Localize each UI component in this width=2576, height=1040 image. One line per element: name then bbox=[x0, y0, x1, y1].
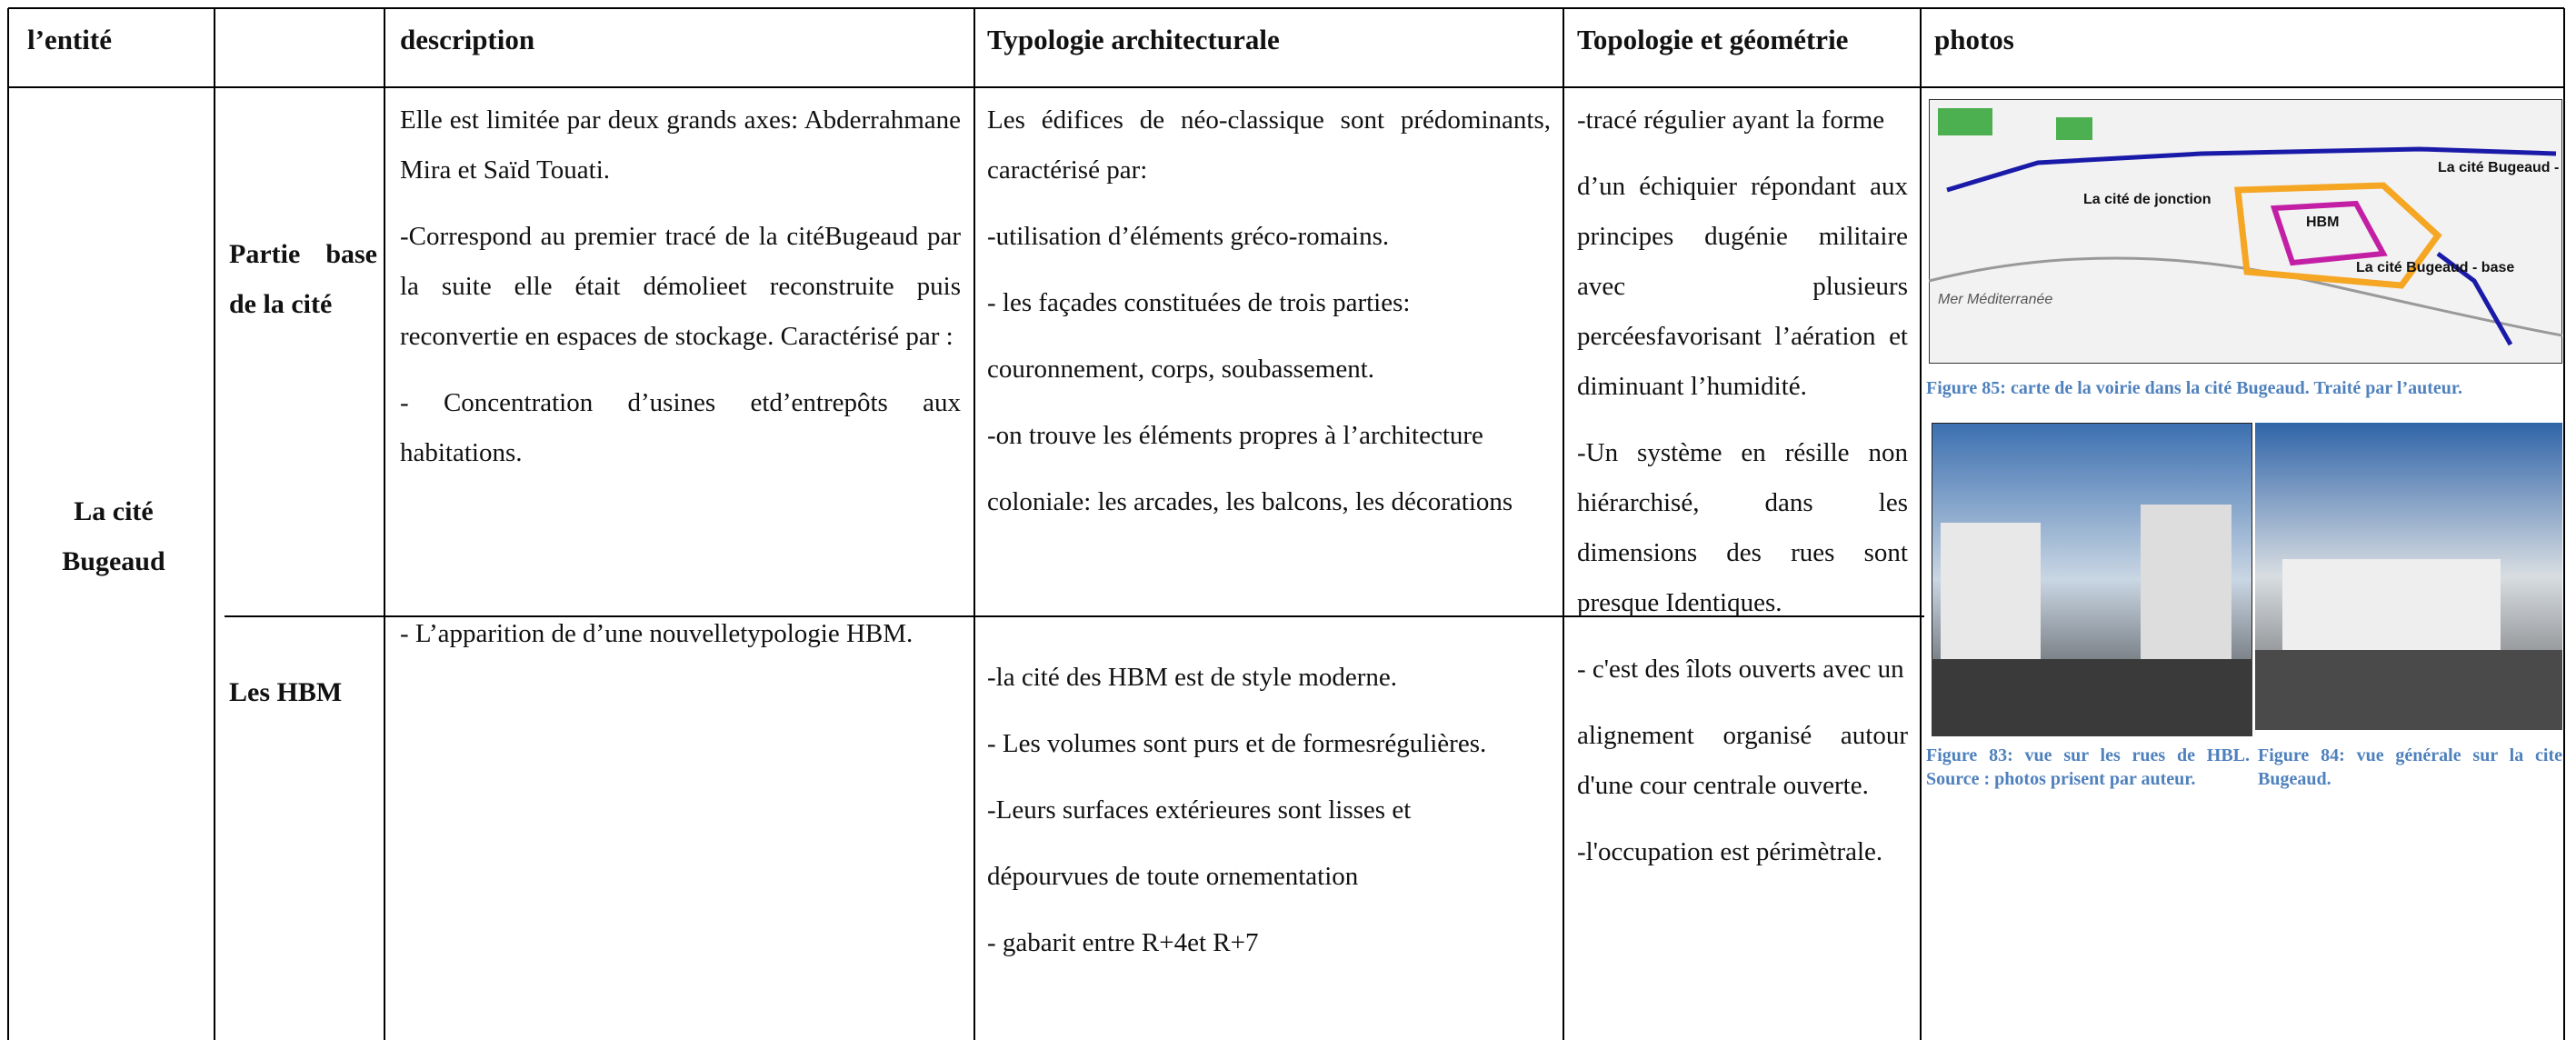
header-cell: Typologie architecturale bbox=[987, 24, 1280, 55]
caption: Figure 84: vue générale sur la cite Buge… bbox=[2258, 745, 2562, 789]
map-label: La cité Bugeaud - haute bbox=[2438, 160, 2562, 175]
map-image: La cité Bugeaud - haute La cité de jonct… bbox=[1929, 99, 2562, 364]
topology-cell: -tracé régulier ayant la forme d’un échiq… bbox=[1577, 95, 1908, 894]
paragraph: - c'est des îlots ouverts avec un bbox=[1577, 655, 1904, 684]
caption: Figure 83: vue sur les rues de HBL. Sour… bbox=[1926, 745, 2250, 789]
paragraph: Les édifices de néo-classique sont prédo… bbox=[987, 105, 1551, 185]
photo bbox=[1932, 423, 2252, 736]
paragraph: d’un échiquier répondant aux principes d… bbox=[1577, 172, 1908, 401]
paragraph: - gabarit entre R+4et R+7 bbox=[987, 928, 1259, 957]
row-label: Les HBM bbox=[229, 677, 343, 707]
paragraph: couronnement, corps, soubassement. bbox=[987, 355, 1375, 384]
paragraph: - les façades constituées de trois parti… bbox=[987, 288, 1411, 317]
paragraph: -Un système en résille non hiérarchisé, … bbox=[1577, 438, 1908, 617]
header-cell: Topologie et géométrie bbox=[1577, 24, 1849, 55]
header-cell: photos bbox=[1934, 24, 2014, 55]
map-label: Mer Méditerranée bbox=[1938, 292, 2052, 307]
paragraph: coloniale: les arcades, les balcons, les… bbox=[987, 487, 1513, 516]
photo bbox=[2255, 423, 2562, 730]
paragraph: -on trouve les éléments propres à l’arch… bbox=[987, 421, 1483, 450]
paragraph: - Concentration d’usines etd’entrepôts a… bbox=[400, 388, 961, 467]
header-cell: description bbox=[400, 24, 535, 55]
paragraph: - Les volumes sont purs et de formesrégu… bbox=[987, 729, 1487, 758]
paragraph: - L’apparition de d’une nouvelletypologi… bbox=[400, 619, 914, 648]
map-label: La cité de jonction bbox=[2083, 192, 2211, 207]
paragraph: -l'occupation est périmètrale. bbox=[1577, 837, 1883, 866]
map-label: La cité Bugeaud - base bbox=[2356, 260, 2514, 275]
description-cell: Elle est limitée par deux grands axes: A… bbox=[400, 95, 961, 495]
description-cell: - L’apparition de d’une nouvelletypologi… bbox=[400, 609, 961, 675]
paragraph: -Leurs surfaces extérieures sont lisses … bbox=[987, 795, 1412, 825]
paragraph: -utilisation d’éléments gréco-romains. bbox=[987, 222, 1390, 251]
map-label: HBM bbox=[2306, 215, 2339, 230]
entity-label: La cité Bugeaud bbox=[62, 496, 165, 576]
paragraph: -la cité des HBM est de style moderne. bbox=[987, 663, 1397, 692]
row-label: Partie base de la cité bbox=[229, 239, 377, 319]
paragraph: Elle est limitée par deux grands axes: A… bbox=[400, 105, 961, 185]
paragraph: -Correspond au premier tracé de la citéB… bbox=[400, 222, 961, 351]
header-cell: l’entité bbox=[27, 24, 112, 55]
paragraph: dépourvues de toute ornementation bbox=[987, 862, 1359, 891]
caption: Figure 85: carte de la voirie dans la ci… bbox=[1926, 378, 2462, 398]
paragraph: -tracé régulier ayant la forme bbox=[1577, 105, 1885, 135]
typology-cell: Les édifices de néo-classique sont prédo… bbox=[987, 95, 1551, 544]
paragraph: alignement organisé autour d'une cour ce… bbox=[1577, 721, 1908, 800]
typology-cell: -la cité des HBM est de style moderne. - … bbox=[987, 653, 1551, 985]
